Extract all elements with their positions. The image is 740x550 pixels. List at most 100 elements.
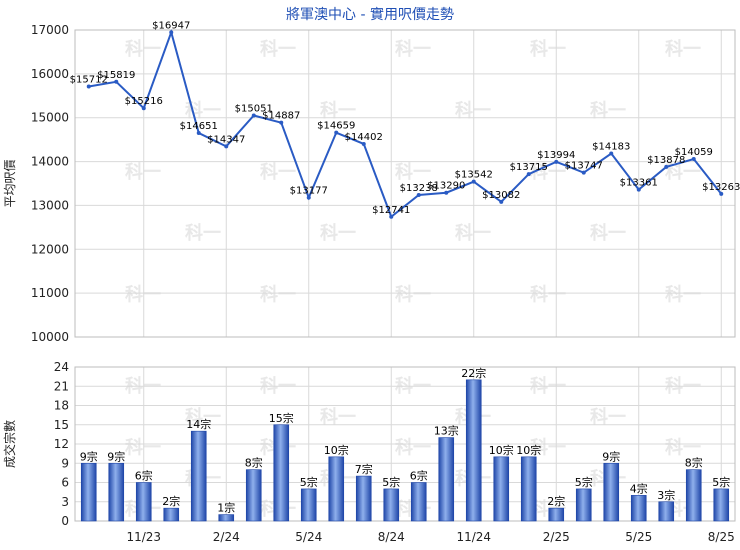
- price-data-label: $13994: [537, 150, 575, 161]
- price-point: [169, 30, 174, 35]
- price-data-label: $14347: [207, 134, 245, 145]
- watermark-text: 科一: [395, 161, 431, 183]
- volume-y-tick-label: 0: [61, 514, 69, 528]
- watermark-text: 科一: [320, 222, 356, 244]
- volume-data-label: 1宗: [217, 501, 235, 515]
- volume-bar: [300, 488, 317, 522]
- volume-data-label: 10宗: [324, 443, 349, 457]
- watermark-text: 科一: [455, 99, 491, 121]
- price-point: [719, 191, 724, 196]
- volume-data-label: 5宗: [712, 475, 730, 489]
- x-tick-label: 2/24: [213, 530, 240, 544]
- watermark-text: 科一: [590, 406, 626, 428]
- price-y-tick-label: 14000: [31, 155, 69, 169]
- volume-data-label: 5宗: [575, 475, 593, 489]
- x-tick-label: 8/24: [378, 530, 405, 544]
- volume-bar: [80, 462, 97, 522]
- x-tick-label: 5/24: [295, 530, 322, 544]
- price-point: [471, 179, 476, 184]
- chart-title: 將軍澳中心 - 實用呎價走勢: [286, 6, 454, 23]
- price-data-label: $13082: [482, 190, 520, 201]
- volume-data-label: 3宗: [657, 488, 675, 502]
- volume-data-label: 13宗: [434, 424, 459, 438]
- price-y-tick-label: 11000: [31, 286, 69, 300]
- volume-bar: [685, 469, 702, 522]
- volume-data-label: 10宗: [489, 443, 514, 457]
- price-data-label: $15216: [125, 96, 163, 107]
- price-data-label: $14402: [345, 132, 383, 143]
- price-data-label: $13361: [620, 178, 658, 189]
- price-data-label: $15712: [70, 74, 108, 85]
- volume-data-label: 4宗: [630, 481, 648, 495]
- price-point: [554, 159, 559, 164]
- watermark-text: 科一: [125, 38, 161, 60]
- price-point: [526, 172, 531, 177]
- price-point: [636, 187, 641, 192]
- volume-y-tick-label: 3: [61, 495, 69, 509]
- watermark-text: 科一: [320, 406, 356, 428]
- price-data-label: $13290: [427, 181, 465, 192]
- volume-y-tick-label: 21: [54, 379, 69, 393]
- volume-bar: [135, 482, 152, 522]
- price-point: [279, 120, 284, 125]
- watermark-text: 科一: [665, 437, 701, 459]
- price-point: [389, 214, 394, 219]
- volume-data-label: 15宗: [269, 411, 294, 425]
- volume-bar: [575, 488, 592, 522]
- price-point: [306, 195, 311, 200]
- price-point: [581, 170, 586, 175]
- volume-y-tick-label: 9: [61, 456, 69, 470]
- watermark-text: 科一: [590, 99, 626, 121]
- volume-bar: [493, 456, 510, 522]
- volume-bar: [190, 430, 207, 522]
- volume-bar: [383, 488, 400, 522]
- watermark-text: 科一: [395, 437, 431, 459]
- volume-data-label: 5宗: [300, 475, 318, 489]
- price-y-tick-label: 13000: [31, 198, 69, 212]
- volume-bar: [630, 495, 647, 522]
- watermark-text: 科一: [125, 437, 161, 459]
- volume-bar: [520, 456, 537, 522]
- volume-y-tick-label: 18: [54, 399, 69, 413]
- volume-data-label: 10宗: [516, 443, 541, 457]
- price-point: [444, 190, 449, 195]
- volume-data-label: 2宗: [547, 494, 565, 508]
- price-y-tick-label: 17000: [31, 23, 69, 37]
- volume-data-label: 6宗: [410, 469, 428, 483]
- volume-bar: [355, 475, 372, 522]
- price-y-axis-title: 平均呎價: [3, 159, 17, 207]
- price-point: [664, 164, 669, 169]
- watermark-text: 科一: [320, 99, 356, 121]
- price-data-label: $14659: [317, 121, 355, 132]
- price-data-label: $16947: [152, 20, 190, 31]
- price-point: [224, 144, 229, 149]
- volume-bar: [245, 469, 262, 522]
- volume-data-label: 7宗: [355, 462, 373, 476]
- volume-data-label: 5宗: [382, 475, 400, 489]
- price-data-label: $13238: [400, 183, 438, 194]
- watermark-text: 科一: [665, 161, 701, 183]
- watermark-text: 科一: [260, 38, 296, 60]
- watermark-text: 科一: [395, 284, 431, 306]
- volume-y-tick-label: 24: [54, 360, 69, 374]
- price-point: [86, 84, 91, 89]
- watermark-text: 科一: [530, 38, 566, 60]
- price-data-label: $13542: [455, 170, 493, 181]
- x-tick-label: 11/23: [126, 530, 161, 544]
- watermark-text: 科一: [125, 161, 161, 183]
- price-data-label: $13177: [290, 186, 328, 197]
- volume-data-label: 2宗: [162, 494, 180, 508]
- volume-y-axis-title: 成交宗數: [2, 420, 17, 468]
- price-data-label: $14059: [675, 147, 713, 158]
- price-y-tick-label: 15000: [31, 111, 69, 125]
- price-y-tick-label: 12000: [31, 242, 69, 256]
- watermark-text: 科一: [665, 38, 701, 60]
- volume-bar: [438, 437, 455, 522]
- price-series-line: [88, 29, 723, 219]
- volume-bar: [328, 456, 345, 522]
- price-data-label: $13715: [510, 162, 548, 173]
- volume-bar: [548, 507, 565, 522]
- watermark-text: 科一: [530, 437, 566, 459]
- x-tick-label: 11/24: [456, 530, 491, 544]
